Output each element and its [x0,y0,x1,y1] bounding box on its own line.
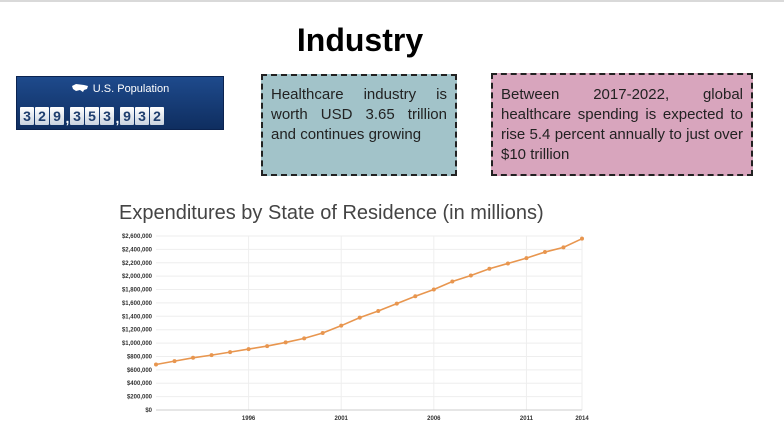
x-tick-label: 2014 [575,416,589,422]
data-point [228,350,233,355]
data-point [468,273,473,278]
y-tick-label: $2,400,000 [122,247,153,253]
data-point [431,287,436,292]
data-point [561,245,566,250]
y-tick-label: $600,000 [127,368,153,374]
spending-forecast-box: Between 2017-2022, global healthcare spe… [491,73,753,176]
data-point [302,336,307,341]
population-digit: 5 [85,107,99,125]
population-digit: 9 [120,107,134,125]
y-tick-label: $200,000 [127,395,153,401]
y-tick-label: $400,000 [127,381,153,387]
population-digit: 3 [70,107,84,125]
y-tick-label: $1,200,000 [122,328,153,334]
top-divider [0,0,784,2]
data-point [450,279,455,284]
y-tick-label: $1,800,000 [122,288,153,294]
data-point [505,261,510,266]
population-digit: 3 [135,107,149,125]
y-tick-label: $1,400,000 [122,314,153,320]
page-title: Industry [296,22,424,58]
expenditure-line-chart: $0 $200,000 $400,000 $600,000 $800,000 $1,000… [122,234,589,422]
us-map-icon [71,84,88,92]
x-tick-label: 2006 [427,416,441,422]
y-tick-label: $2,000,000 [122,274,153,280]
data-point [320,331,325,336]
population-separator: , [65,110,70,126]
data-point [209,353,214,358]
data-point [246,347,251,352]
data-point [376,308,381,313]
series-line [155,237,583,366]
population-label-row: U.S. Population [17,83,223,95]
data-point [357,315,362,320]
data-point [191,355,196,360]
population-digit: 2 [35,107,49,125]
y-tick-label: $2,200,000 [122,261,153,267]
y-tick-label: $1,600,000 [122,301,153,307]
y-tick-label: $0 [145,408,152,414]
population-digit: 2 [150,107,164,125]
y-tick-label: $2,600,000 [122,234,153,240]
data-point [394,301,399,306]
population-digit: 3 [20,107,34,125]
chart-title: Expenditures by State of Residence (in m… [119,202,544,224]
data-point [283,340,288,345]
data-point [542,250,547,255]
population-separator: , [115,110,120,126]
data-point [265,344,270,349]
population-label: U.S. Population [92,83,170,95]
industry-value-box: Healthcare industry is worth USD 3.65 tr… [261,74,457,176]
data-point [172,359,177,364]
population-digit: 3 [100,107,114,125]
data-point [524,256,529,261]
data-point [339,323,344,328]
y-tick-label: $800,000 [127,354,153,360]
x-tick-label: 1996 [242,416,256,422]
data-point [580,236,584,241]
x-tick-label: 2011 [520,416,534,422]
population-digit: 9 [50,107,64,125]
data-point [154,362,158,367]
data-point [487,266,492,271]
x-tick-label: 2001 [335,416,349,422]
y-tick-label: $1,000,000 [122,341,153,347]
data-point [413,294,418,299]
